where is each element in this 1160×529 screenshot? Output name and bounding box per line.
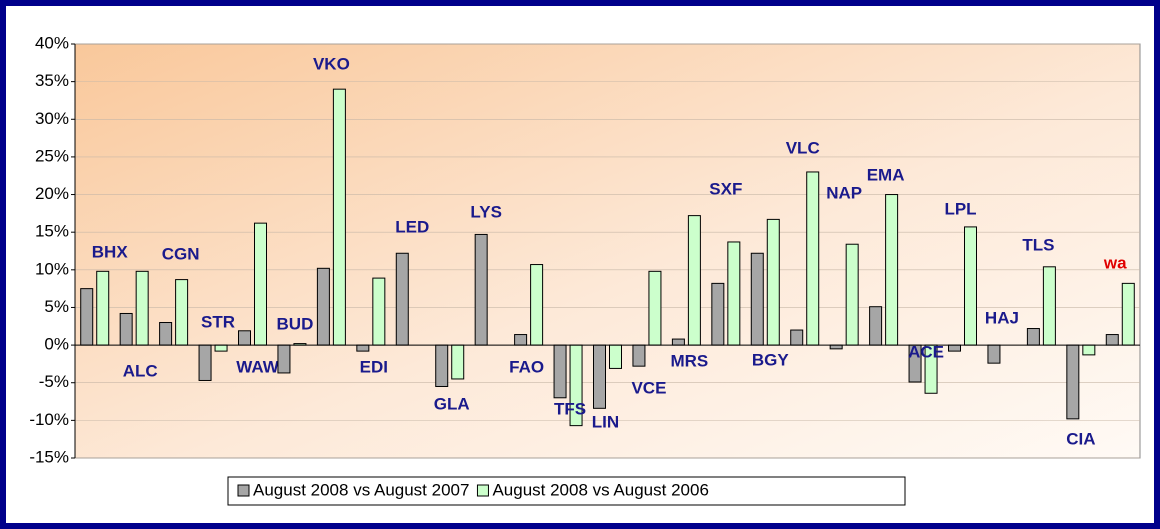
category-label: BGY <box>752 350 790 369</box>
bar <box>316 267 330 346</box>
category-label: WAW <box>236 357 279 376</box>
category-label: LIN <box>592 412 619 431</box>
bar <box>964 226 977 346</box>
category-label: BHX <box>92 242 129 261</box>
bar <box>1121 282 1135 346</box>
bar <box>829 344 843 350</box>
category-label: GLA <box>434 394 470 413</box>
bar <box>214 344 228 352</box>
bar <box>806 171 820 346</box>
bar <box>395 252 409 346</box>
y-tick-label: 30% <box>35 109 69 128</box>
bar <box>372 277 386 346</box>
category-label: FAO <box>509 357 544 376</box>
bar <box>671 338 685 346</box>
bar <box>845 243 859 346</box>
bar <box>609 344 622 369</box>
category-label: TFS <box>554 399 586 418</box>
legend-swatch <box>237 484 250 497</box>
y-tick-label: 5% <box>44 297 69 316</box>
category-label: LYS <box>470 202 502 221</box>
category-label: ACE <box>908 342 944 361</box>
bar <box>1026 328 1040 346</box>
y-tick-label: 10% <box>35 259 69 278</box>
bar <box>96 270 110 346</box>
y-tick-label: 15% <box>35 222 69 241</box>
y-tick-label: -5% <box>39 372 69 391</box>
y-tick-label: 25% <box>35 146 69 165</box>
bar <box>254 222 267 346</box>
bar <box>987 344 1001 364</box>
legend <box>227 476 906 506</box>
y-tick-label: 0% <box>44 335 69 354</box>
bar <box>530 264 544 346</box>
bar <box>766 218 780 346</box>
bar <box>175 279 189 346</box>
bar <box>356 344 370 352</box>
y-tick-label: 35% <box>35 71 69 90</box>
category-label: ALC <box>123 361 158 380</box>
bar <box>332 88 346 346</box>
bar <box>632 344 646 367</box>
plot-area <box>74 43 1141 459</box>
category-label: VCE <box>631 378 666 397</box>
bar <box>687 215 701 346</box>
bar <box>80 288 94 346</box>
bar <box>1066 344 1080 420</box>
y-tick-label: -15% <box>29 447 69 466</box>
bar <box>648 270 662 346</box>
y-tick-label: 20% <box>35 184 69 203</box>
category-label: HAJ <box>985 308 1019 327</box>
bar <box>514 334 528 346</box>
bar <box>198 344 212 381</box>
bar <box>750 252 764 346</box>
category-label: VLC <box>786 138 820 157</box>
bar <box>553 344 567 399</box>
bar <box>593 344 606 409</box>
bar <box>1105 334 1119 346</box>
bar <box>727 241 741 346</box>
category-label: EMA <box>867 165 905 184</box>
category-label: SXF <box>709 179 742 198</box>
bar <box>119 312 133 346</box>
category-label: MRS <box>670 351 708 370</box>
category-label: wa <box>1103 253 1127 272</box>
bar <box>135 270 149 346</box>
legend-label: August 2008 vs August 2006 <box>492 480 708 499</box>
bar <box>790 329 804 346</box>
bar <box>1042 266 1056 346</box>
bar <box>869 306 883 346</box>
category-label: LED <box>395 217 429 236</box>
bar <box>948 344 961 352</box>
y-tick-label: 40% <box>35 33 69 52</box>
bar <box>435 344 449 387</box>
category-label: CGN <box>162 244 200 263</box>
legend-swatch <box>476 484 489 497</box>
bar <box>711 282 725 346</box>
category-label: TLS <box>1022 235 1054 254</box>
bar <box>1082 344 1096 356</box>
category-label: BUD <box>277 314 314 333</box>
category-label: EDI <box>360 357 388 376</box>
bar <box>238 330 251 346</box>
category-label: VKO <box>313 54 350 73</box>
category-label: CIA <box>1066 429 1095 448</box>
legend-label: August 2008 vs August 2007 <box>253 480 469 499</box>
y-tick-label: -10% <box>29 410 69 429</box>
bar <box>885 194 899 346</box>
category-label: NAP <box>826 183 862 202</box>
bar <box>277 344 291 374</box>
bar <box>451 344 465 380</box>
category-label: LPL <box>944 199 976 218</box>
bar <box>474 233 488 346</box>
category-label: STR <box>201 312 235 331</box>
bar <box>159 322 173 346</box>
